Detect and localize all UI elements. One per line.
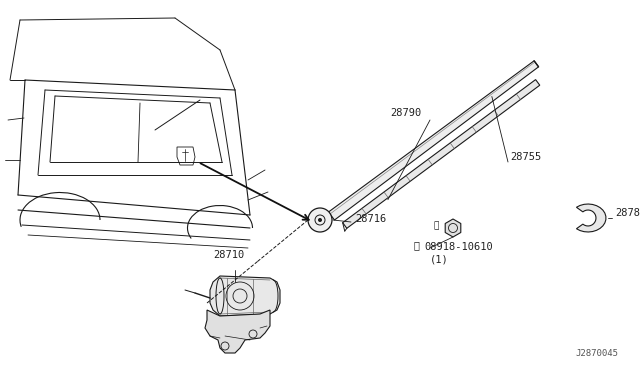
Polygon shape <box>577 204 606 232</box>
Circle shape <box>308 208 332 232</box>
Text: J2870045: J2870045 <box>575 349 618 358</box>
Text: Ⓝ: Ⓝ <box>414 240 420 250</box>
Polygon shape <box>342 80 540 228</box>
Text: 28710: 28710 <box>213 250 244 260</box>
Text: Ⓝ: Ⓝ <box>433 221 438 231</box>
Text: 28716: 28716 <box>355 214 387 224</box>
Polygon shape <box>445 219 461 237</box>
Polygon shape <box>210 276 280 316</box>
Text: 28790: 28790 <box>390 108 421 118</box>
Text: (1): (1) <box>430 254 449 264</box>
Text: 28782: 28782 <box>615 208 640 218</box>
Polygon shape <box>328 61 539 220</box>
Text: 08918-10610: 08918-10610 <box>424 242 493 252</box>
Text: 28755: 28755 <box>510 152 541 162</box>
Polygon shape <box>205 310 270 353</box>
Circle shape <box>318 218 322 222</box>
